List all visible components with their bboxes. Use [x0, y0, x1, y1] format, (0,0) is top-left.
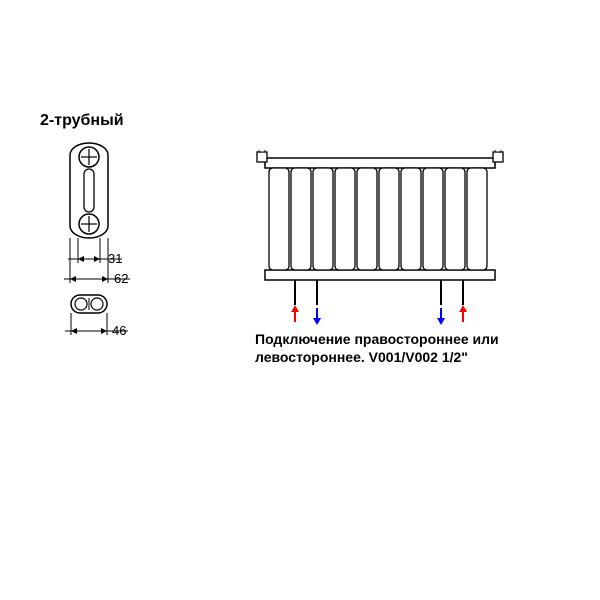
dim-62-label: 62: [114, 271, 128, 286]
valve-right: [493, 150, 503, 162]
title-2tube: 2-трубный: [40, 112, 124, 130]
section-diagram: 31 62 46: [60, 135, 180, 395]
cross-section: [71, 295, 107, 313]
section-front-view: [70, 143, 108, 238]
pipes-right: [437, 280, 467, 325]
valve-left: [257, 150, 267, 162]
dim-46-label: 46: [112, 323, 126, 338]
pipes-left: [291, 280, 321, 325]
sections: [269, 168, 487, 270]
connection-text: Подключение правостороннее или левосторо…: [255, 330, 545, 366]
dimension-31: 31: [68, 238, 122, 266]
bottom-manifold: [265, 270, 495, 280]
dim-31-label: 31: [108, 251, 122, 266]
radiator-diagram: [255, 150, 555, 330]
top-manifold: [265, 158, 495, 168]
dimension-46: 46: [65, 313, 128, 338]
